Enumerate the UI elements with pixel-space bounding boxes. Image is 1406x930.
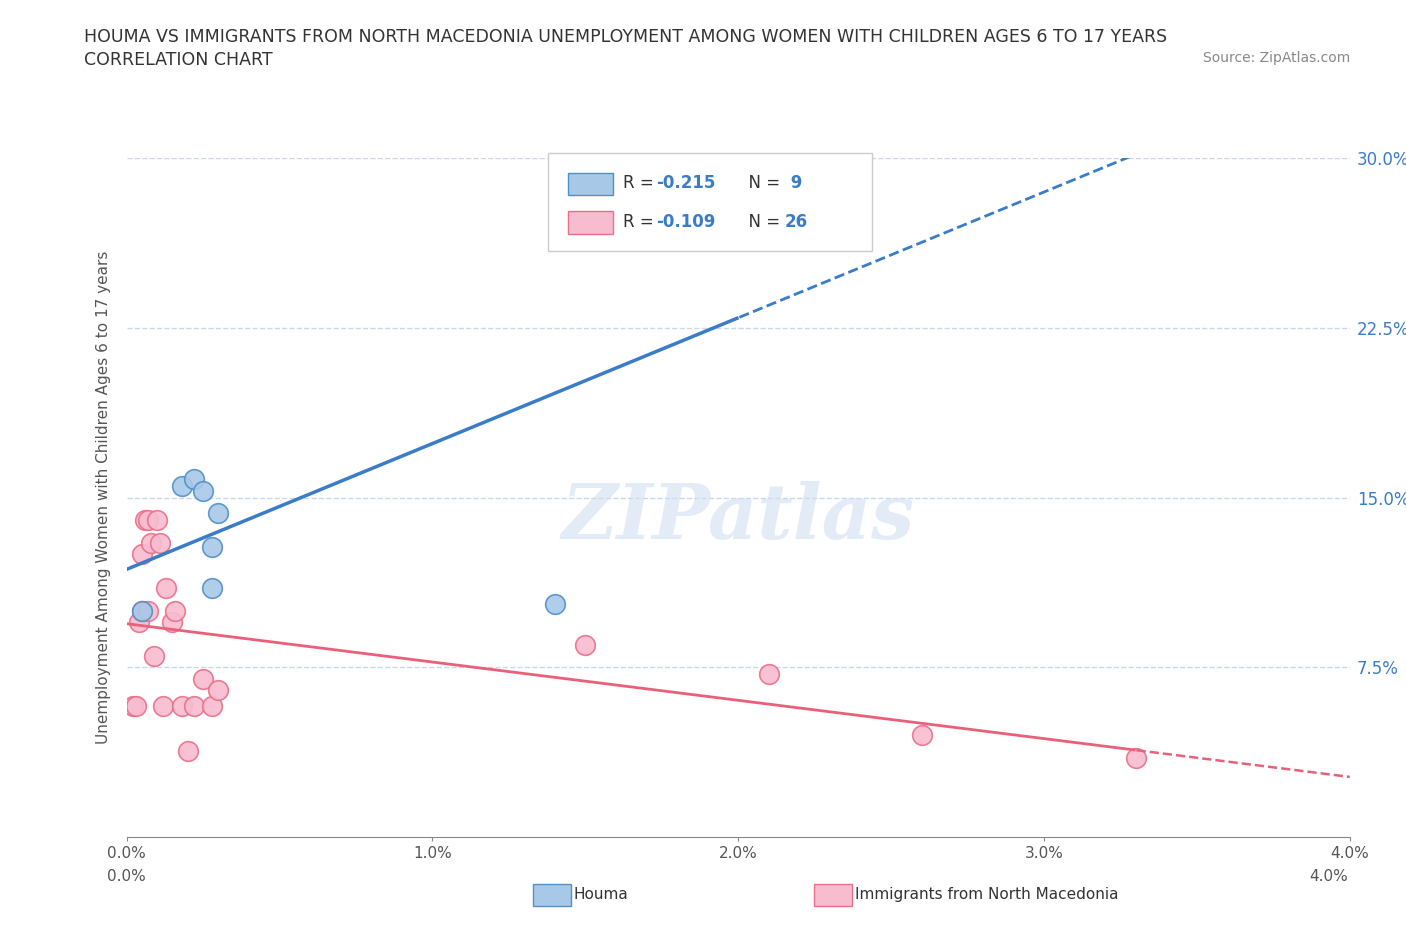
Point [727, 173, 749, 188]
Text: Immigrants from North Macedonia: Immigrants from North Macedonia [855, 887, 1118, 902]
Text: 26: 26 [785, 213, 807, 231]
Point [911, 727, 934, 742]
Text: HOUMA VS IMMIGRANTS FROM NORTH MACEDONIA UNEMPLOYMENT AMONG WOMEN WITH CHILDREN : HOUMA VS IMMIGRANTS FROM NORTH MACEDONIA… [84, 28, 1167, 46]
Point [201, 698, 224, 713]
Point [136, 604, 159, 618]
Point [128, 615, 150, 630]
Point [207, 506, 229, 521]
Point [207, 683, 229, 698]
Point [183, 698, 205, 713]
Point [131, 547, 153, 562]
Point [191, 484, 214, 498]
Point [149, 536, 172, 551]
Text: N =: N = [738, 213, 786, 231]
Point [134, 512, 156, 527]
Text: R =: R = [623, 213, 659, 231]
Point [758, 667, 780, 682]
Text: Source: ZipAtlas.com: Source: ZipAtlas.com [1202, 51, 1350, 65]
Point [152, 698, 174, 713]
Text: CORRELATION CHART: CORRELATION CHART [84, 51, 273, 69]
Text: N =: N = [738, 174, 786, 192]
Point [191, 671, 214, 686]
Point [165, 604, 187, 618]
Y-axis label: Unemployment Among Women with Children Ages 6 to 17 years: Unemployment Among Women with Children A… [96, 251, 111, 744]
Text: -0.215: -0.215 [657, 174, 716, 192]
Text: 0.0%: 0.0% [107, 869, 146, 883]
Text: 9: 9 [785, 174, 801, 192]
Point [170, 698, 193, 713]
Point [183, 472, 205, 487]
Text: Houma: Houma [574, 887, 628, 902]
Point [201, 580, 224, 595]
Point [162, 615, 184, 630]
Point [143, 648, 166, 663]
Point [155, 580, 177, 595]
Point [139, 536, 162, 551]
Point [146, 512, 169, 527]
Text: 4.0%: 4.0% [1309, 869, 1348, 883]
Point [201, 540, 224, 555]
Point [136, 512, 159, 527]
Point [1125, 751, 1147, 765]
Point [125, 698, 148, 713]
Point [544, 596, 567, 611]
Point [177, 744, 200, 759]
Point [121, 698, 143, 713]
Text: -0.109: -0.109 [657, 213, 716, 231]
Point [131, 604, 153, 618]
Point [170, 479, 193, 494]
Text: R =: R = [623, 174, 659, 192]
Point [574, 637, 596, 652]
Text: ZIPatlas: ZIPatlas [561, 481, 915, 555]
Point [131, 604, 153, 618]
